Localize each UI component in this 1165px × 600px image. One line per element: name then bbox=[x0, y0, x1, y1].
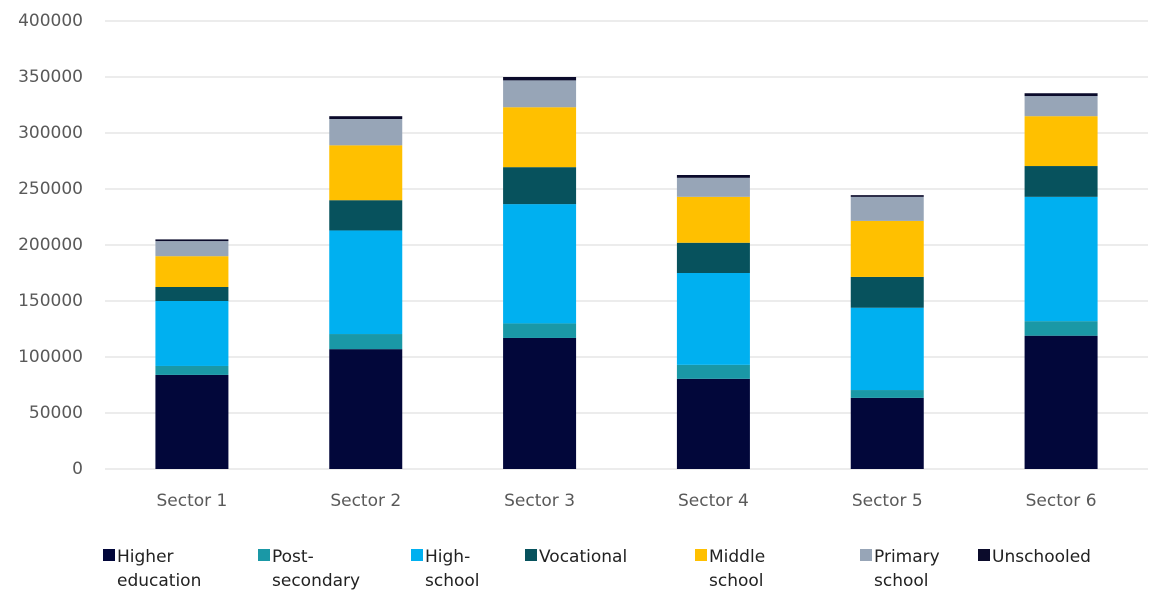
legend-label: Primary school bbox=[874, 547, 940, 591]
x-tick-label: Sector 2 bbox=[330, 491, 401, 511]
legend-item: High-school bbox=[411, 545, 481, 593]
y-tick-label: 400000 bbox=[18, 11, 83, 31]
bar-segment bbox=[503, 167, 577, 205]
y-tick-label: 0 bbox=[72, 459, 83, 479]
bar-segment bbox=[155, 365, 229, 375]
legend-swatch bbox=[411, 549, 423, 561]
x-tick-label: Sector 1 bbox=[156, 491, 227, 511]
bar-segment bbox=[850, 220, 924, 277]
bar-segment bbox=[850, 196, 924, 221]
bar-segment bbox=[850, 195, 924, 197]
legend-swatch bbox=[978, 549, 990, 561]
bar-segment bbox=[1024, 321, 1098, 336]
legend-item: Middle school bbox=[695, 545, 775, 593]
bar-segment bbox=[329, 200, 403, 231]
legend-item: Higher education bbox=[103, 545, 203, 593]
bar-segment bbox=[1024, 116, 1098, 167]
bar-segment bbox=[155, 256, 229, 287]
bar-segment bbox=[155, 287, 229, 301]
x-tick-label: Sector 4 bbox=[678, 491, 749, 511]
bar-segment bbox=[503, 337, 577, 469]
legend-swatch bbox=[695, 549, 707, 561]
bar-segment bbox=[676, 196, 750, 243]
legend-item: Vocational bbox=[525, 545, 675, 569]
legend-swatch bbox=[258, 549, 270, 561]
bar-segment bbox=[329, 116, 403, 119]
y-tick-label: 100000 bbox=[18, 347, 83, 367]
y-tick-label: 350000 bbox=[18, 67, 83, 87]
y-tick-label: 150000 bbox=[18, 291, 83, 311]
legend-label: Higher education bbox=[117, 547, 202, 591]
bar-segment bbox=[503, 107, 577, 168]
legend-item: Primary school bbox=[860, 545, 940, 593]
bar-segment bbox=[1024, 335, 1098, 469]
bar-segment bbox=[503, 77, 577, 81]
bar-segment bbox=[1024, 196, 1098, 322]
bar-segment bbox=[1024, 166, 1098, 197]
bar-segment bbox=[676, 273, 750, 365]
bar-segment bbox=[1024, 96, 1098, 117]
legend-swatch bbox=[525, 549, 537, 561]
bar-segment bbox=[676, 378, 750, 469]
legend-swatch bbox=[860, 549, 872, 561]
bar-segment bbox=[329, 349, 403, 469]
bar-segment bbox=[155, 239, 229, 242]
x-tick-label: Sector 3 bbox=[504, 491, 575, 511]
legend-swatch bbox=[103, 549, 115, 561]
bar-segment bbox=[850, 307, 924, 391]
bar-segment bbox=[503, 323, 577, 338]
bar-segment bbox=[329, 230, 403, 335]
legend-label: Vocational bbox=[539, 547, 628, 567]
y-tick-label: 50000 bbox=[29, 403, 83, 423]
x-tick-label: Sector 5 bbox=[852, 491, 923, 511]
legend-label: Unschooled bbox=[992, 547, 1091, 567]
bar-segment bbox=[1024, 93, 1098, 97]
bar-segment bbox=[676, 242, 750, 273]
legend-item: Post-secondary bbox=[258, 545, 361, 593]
bar-segment bbox=[155, 374, 229, 469]
chart: 0 50000 100000 150000 200000 250000 300000 3500… bbox=[18, 11, 1148, 511]
legend-label: Post-secondary bbox=[272, 547, 361, 591]
bar-segment bbox=[329, 334, 403, 350]
bar-segment bbox=[503, 80, 577, 108]
legend-label: Middle school bbox=[709, 547, 766, 591]
y-tick-label: 200000 bbox=[18, 235, 83, 255]
y-tick-label: 300000 bbox=[18, 123, 83, 143]
x-tick-label: Sector 6 bbox=[1026, 491, 1097, 511]
bar-segment bbox=[329, 145, 403, 201]
legend-label: High-school bbox=[425, 547, 480, 591]
bar-segment bbox=[155, 241, 229, 257]
bar-segment bbox=[676, 177, 750, 197]
bar-segment bbox=[676, 175, 750, 178]
y-tick-label: 250000 bbox=[18, 179, 83, 199]
bar-segment bbox=[329, 119, 403, 146]
legend-item: Unschooled bbox=[978, 545, 1128, 569]
bar-segment bbox=[850, 390, 924, 398]
bar-segment bbox=[676, 364, 750, 379]
bar-segment bbox=[503, 204, 577, 324]
bar-segment bbox=[155, 301, 229, 366]
bar-segment bbox=[850, 397, 924, 469]
bar-segment bbox=[850, 276, 924, 308]
